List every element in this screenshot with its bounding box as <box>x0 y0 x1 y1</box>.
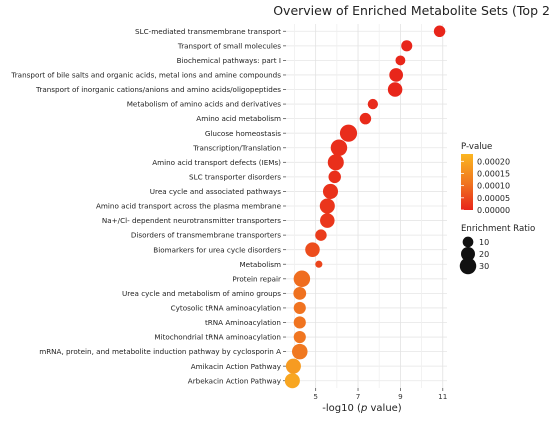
data-point <box>293 316 306 329</box>
size-legend-label: 10 <box>479 238 489 247</box>
data-point <box>389 68 404 82</box>
data-point <box>330 139 348 157</box>
data-point <box>359 112 372 125</box>
category-label: Transport of bile salts and organic acid… <box>10 71 281 80</box>
data-point <box>328 170 341 184</box>
size-legend-label: 20 <box>479 250 489 259</box>
category-label: Protein repair <box>232 274 281 283</box>
data-point <box>320 213 335 228</box>
category-label: tRNA Aminoacylation <box>205 318 281 327</box>
pvalue-tick-label: 0.00020 <box>477 157 510 166</box>
x-tick-label: 5 <box>313 392 318 401</box>
category-label: Na+/Cl- dependent neurotransmitter trans… <box>102 216 281 225</box>
category-label: Mitochondrial tRNA aminoacylation <box>154 333 281 342</box>
data-point <box>327 154 344 171</box>
data-point <box>401 40 413 52</box>
pvalue-legend-ticks: 0.00020 0.00015 0.00010 0.00005 0.00000 <box>461 157 510 215</box>
data-point <box>293 286 307 300</box>
category-label: mRNA, protein, and metabolite induction … <box>39 347 281 356</box>
category-label: Amino acid transport across the plasma m… <box>96 202 282 211</box>
category-label: Glucose homeostasis <box>205 129 281 138</box>
data-point <box>315 229 327 241</box>
data-point <box>293 301 306 314</box>
category-label: Amikacin Action Pathway <box>191 362 282 371</box>
category-label: Biomarkers for urea cycle disorders <box>153 245 281 254</box>
x-axis-label: -log10 (p value) <box>322 403 402 414</box>
grid-lines <box>286 24 447 388</box>
x-axis-label-prefix: -log10 ( <box>322 403 361 414</box>
size-legend-marker <box>461 247 475 261</box>
data-point <box>315 260 323 268</box>
pvalue-tick-label: 0.00015 <box>477 169 510 178</box>
pvalue-legend-title: P-value <box>461 142 492 152</box>
enrichment-ratio-legend-title: Enrichment Ratio <box>461 224 535 234</box>
category-label: Arbekacin Action Pathway <box>188 376 282 385</box>
x-axis-label-suffix: value) <box>367 403 401 414</box>
category-labels: SLC-mediated transmembrane transport Tran… <box>10 27 286 385</box>
data-point <box>387 82 403 97</box>
category-label: Biochemical pathways: part I <box>177 56 281 65</box>
x-tick-label: 7 <box>356 392 361 401</box>
category-label: Transport of small molecules <box>177 41 281 50</box>
x-tick-label: 11 <box>438 392 447 401</box>
data-point <box>293 330 306 344</box>
data-points <box>284 25 446 389</box>
pvalue-tick-label: 0.00005 <box>477 194 510 203</box>
data-point <box>305 242 320 257</box>
data-point <box>339 124 358 142</box>
data-point <box>291 343 308 360</box>
pvalue-tick-label: 0.00010 <box>477 182 510 191</box>
data-point <box>284 373 300 389</box>
category-label: SLC transporter disorders <box>189 172 281 181</box>
enrichment-ratio-legend-items: 10 20 30 <box>459 236 489 275</box>
category-label: Transport of inorganic cations/anions an… <box>35 85 281 94</box>
category-label: Amino acid transport defects (IEMs) <box>152 158 281 167</box>
pvalue-tick-label: 0.00000 <box>477 206 510 215</box>
size-legend-marker <box>459 257 477 275</box>
data-point <box>322 183 339 199</box>
data-point <box>395 55 406 66</box>
category-label: Cytosolic tRNA aminoacylation <box>171 304 281 313</box>
data-point <box>293 270 311 288</box>
data-point <box>433 25 446 38</box>
size-legend-marker <box>462 236 474 248</box>
category-label: Metabolism of amino acids and derivative… <box>127 100 282 109</box>
enrichment-ratio-legend: Enrichment Ratio 10 20 30 <box>459 224 535 275</box>
category-label: Urea cycle and metabolism of amino group… <box>122 289 281 298</box>
x-tick-label: 9 <box>398 392 403 401</box>
category-label: Transcription/Translation <box>192 143 281 152</box>
x-axis-ticks: 5 7 9 11 <box>313 388 447 401</box>
data-point <box>319 198 335 214</box>
data-point <box>285 358 301 374</box>
category-label: SLC-mediated transmembrane transport <box>135 27 281 36</box>
chart-title: Overview of Enriched Metabolite Sets (To… <box>273 3 550 18</box>
size-legend-label: 30 <box>479 262 489 271</box>
pvalue-color-legend: P-value 0.000200.000150.000100.000050.00… <box>461 142 510 215</box>
category-label: Urea cycle and associated pathways <box>150 187 281 196</box>
category-label: Amino acid metabolism <box>196 114 281 123</box>
data-point <box>367 98 379 110</box>
plot-area: SLC-mediated transmembrane transport Tran… <box>10 24 447 401</box>
category-label: Disorders of transmembrane transporters <box>131 231 281 240</box>
x-axis-label-italic: p <box>360 403 367 414</box>
pvalue-colorbar <box>461 154 473 210</box>
category-label: Metabolism <box>239 260 281 269</box>
